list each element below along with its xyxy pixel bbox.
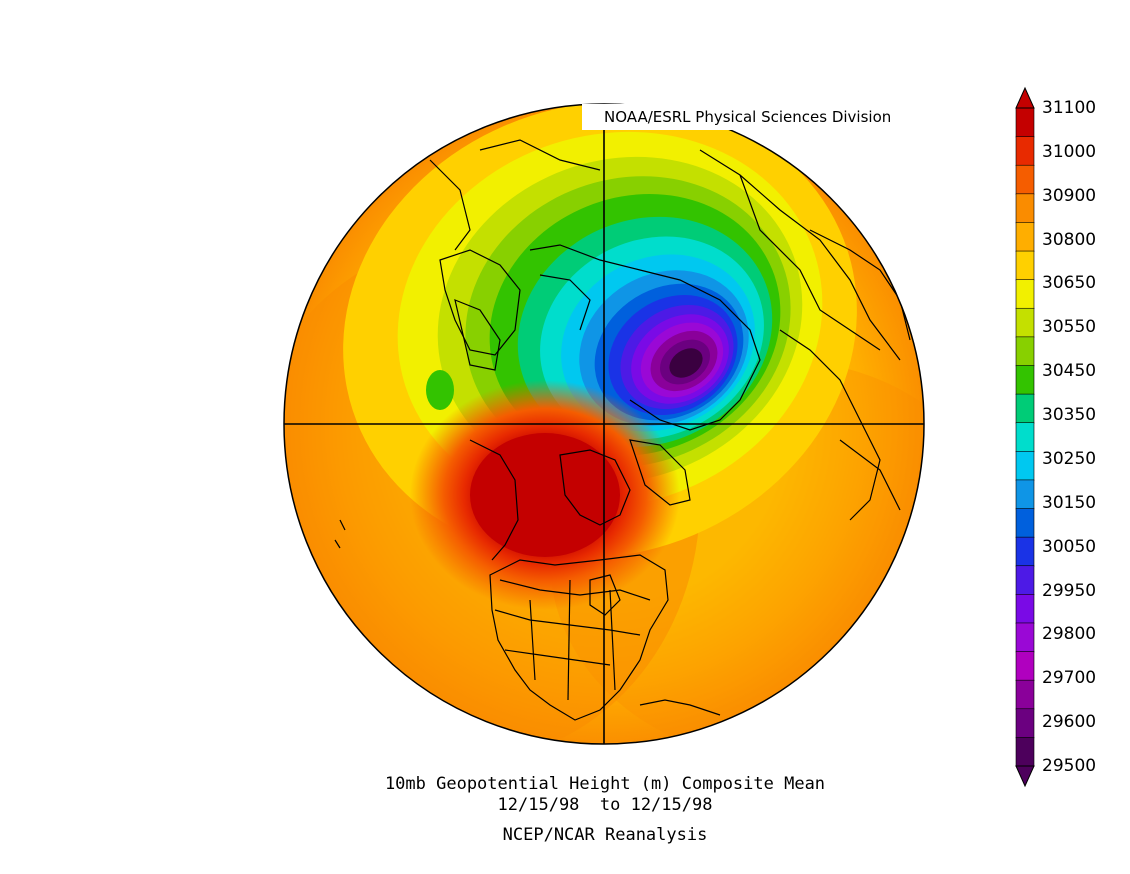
colorbar-swatch (1015, 279, 1035, 310)
colorbar-tick-label: 29700 (1042, 668, 1097, 689)
colorbar-swatch (1015, 307, 1035, 338)
colorbar-swatch (1015, 250, 1035, 281)
colorbar-tick-label: 31000 (1042, 141, 1097, 162)
colorbar-swatch (1015, 622, 1035, 653)
height-field (284, 104, 924, 744)
colorbar-swatch (1015, 422, 1035, 453)
credit-label: NOAA/ESRL Physical Sciences Division (582, 104, 922, 130)
caption-date-range: 12/15/98 to 12/15/98 (497, 795, 713, 815)
colorbar-tick-label: 30650 (1042, 273, 1097, 294)
colorbar-swatch (1015, 679, 1035, 710)
colorbar-swatch (1015, 536, 1035, 567)
colorbar-swatch (1015, 336, 1035, 367)
colorbar-swatch (1015, 451, 1035, 481)
colorbar-tick-label: 30550 (1042, 317, 1097, 338)
colorbar-swatch (1015, 136, 1035, 167)
colorbar-swatch (1015, 164, 1035, 195)
colorbar-tick-label: 30350 (1042, 405, 1097, 426)
colorbar-tick-label: 30250 (1042, 448, 1097, 469)
colorbar-swatch (1015, 508, 1035, 538)
colorbar-tick-label: 30800 (1042, 229, 1097, 250)
colorbar-swatch (1015, 365, 1035, 395)
colorbar-tick-label: 29800 (1042, 624, 1097, 645)
colorbar-swatch (1015, 193, 1035, 224)
colorbar-max-arrow (1015, 86, 1035, 109)
coastlines (334, 139, 911, 721)
colorbar-tick-label: 30900 (1042, 185, 1097, 206)
colorbar-swatch (1015, 651, 1035, 681)
colorbar-tick-label: 29950 (1042, 580, 1097, 601)
colorbar-swatch (1015, 479, 1035, 510)
colorbar-swatch (1015, 107, 1035, 138)
colorbar-swatch (1015, 565, 1035, 596)
colorbar-tick-label: 30450 (1042, 361, 1097, 382)
caption-source: NCEP/NCAR Reanalysis (502, 825, 708, 845)
caption-title: 10mb Geopotential Height (m) Composite M… (384, 774, 826, 794)
colorbar-swatch (1015, 708, 1035, 739)
colorbar-swatch (1015, 393, 1035, 424)
colorbar (1015, 86, 1035, 788)
colorbar-min-arrow (1015, 765, 1035, 788)
colorbar-tick-label: 29500 (1042, 756, 1097, 776)
colorbar-tick-label: 30050 (1042, 536, 1097, 557)
colorbar-tick-label: 31100 (1042, 98, 1097, 118)
colorbar-tick-label: 30150 (1042, 492, 1097, 513)
colorbar-swatch (1015, 222, 1035, 252)
colorbar-swatch (1015, 737, 1035, 767)
colorbar-swatch (1015, 594, 1035, 624)
colorbar-tick-label: 29600 (1042, 712, 1097, 733)
